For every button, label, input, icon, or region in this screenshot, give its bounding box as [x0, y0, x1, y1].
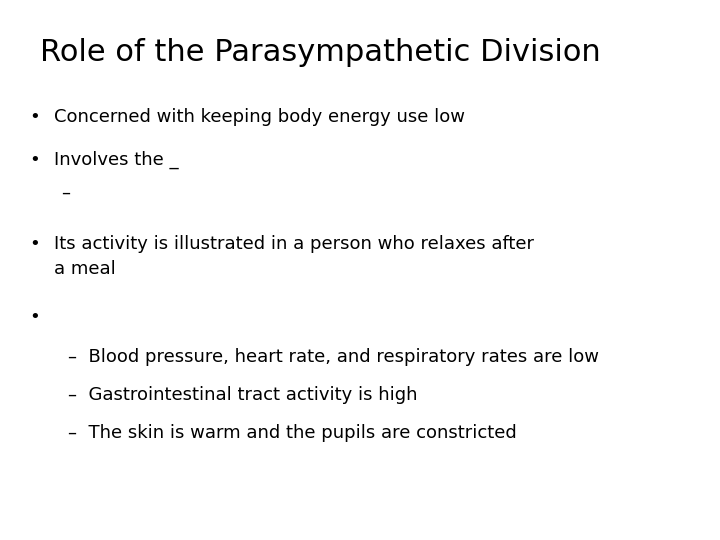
Text: –  Gastrointestinal tract activity is high: – Gastrointestinal tract activity is hig…	[68, 386, 418, 404]
Text: Role of the Parasympathetic Division: Role of the Parasympathetic Division	[40, 38, 600, 67]
Text: •: •	[29, 308, 40, 326]
Text: Concerned with keeping body energy use low: Concerned with keeping body energy use l…	[54, 108, 465, 126]
Text: •: •	[29, 235, 40, 253]
Text: •: •	[29, 108, 40, 126]
Text: –  The skin is warm and the pupils are constricted: – The skin is warm and the pupils are co…	[68, 424, 517, 442]
Text: –  Blood pressure, heart rate, and respiratory rates are low: – Blood pressure, heart rate, and respir…	[68, 348, 599, 366]
Text: •: •	[29, 151, 40, 169]
Text: Involves the _: Involves the _	[54, 151, 179, 170]
Text: –: –	[61, 184, 71, 201]
Text: Its activity is illustrated in a person who relaxes after
a meal: Its activity is illustrated in a person …	[54, 235, 534, 278]
